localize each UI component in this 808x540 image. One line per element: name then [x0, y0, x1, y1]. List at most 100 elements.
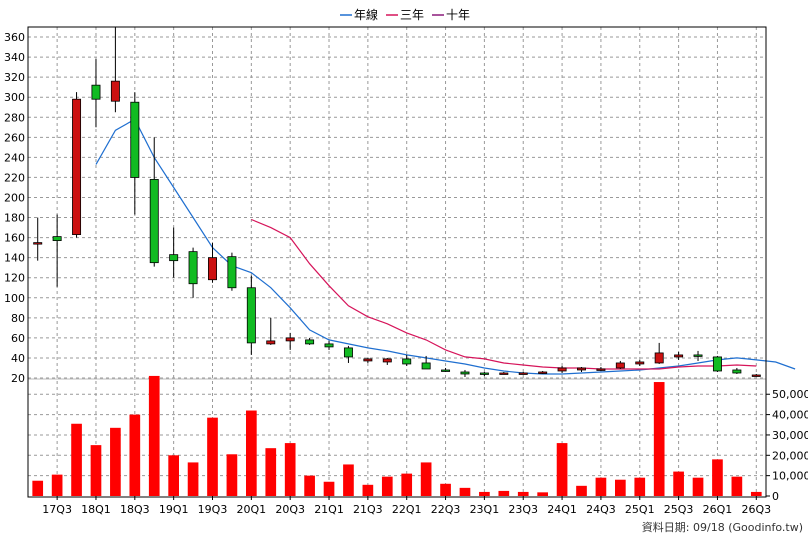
- volume-bar: [576, 485, 587, 496]
- volume-bar: [692, 477, 704, 496]
- legend-label-0: 年線: [354, 7, 378, 22]
- candle-body: [91, 84, 101, 100]
- volume-tick-label: 10,000: [772, 470, 808, 483]
- price-tick-label: 360: [4, 31, 25, 44]
- volume-bars: [32, 375, 762, 496]
- candle-body: [460, 371, 470, 375]
- candle-body: [52, 236, 62, 242]
- volume-bar: [265, 448, 277, 496]
- candle-body: [732, 369, 742, 374]
- candle-body: [421, 362, 431, 370]
- candle-body: [382, 358, 392, 363]
- x-tick-label: 22Q3: [431, 503, 461, 516]
- volume-bar: [440, 483, 451, 496]
- x-tick-label: 23Q1: [470, 503, 500, 516]
- price-tick-label: 100: [4, 292, 25, 305]
- price-tick-label: 260: [4, 131, 25, 144]
- price-tick-label: 160: [4, 232, 25, 245]
- price-tick-label: 240: [4, 151, 25, 164]
- volume-tick-label: 20,000: [772, 449, 808, 462]
- candle-body: [305, 339, 315, 345]
- legend: 年線 三年 十年: [340, 7, 470, 22]
- candle-body: [343, 347, 353, 358]
- x-axis: 17Q3 18Q1 18Q3 19Q1 19Q3 20Q1 20Q3 21Q1 21Q3 22Q1…: [42, 496, 771, 516]
- volume-bar: [71, 423, 82, 496]
- price-tick-label: 80: [11, 312, 25, 325]
- candle-body: [110, 80, 120, 102]
- candle-body: [635, 361, 645, 365]
- volume-tick-label: 30,000: [772, 429, 808, 442]
- volume-bar: [168, 455, 179, 496]
- volume-bar: [246, 410, 257, 496]
- volume-bar: [634, 477, 646, 496]
- volume-axis: 0 10,000 20,000 30,000 40,000 50,000: [766, 388, 808, 503]
- volume-tick-label: 40,000: [772, 409, 808, 422]
- price-tick-label: 40: [11, 352, 25, 365]
- volume-bar: [343, 464, 354, 496]
- price-tick-label: 180: [4, 212, 25, 225]
- volume-bar: [517, 491, 529, 496]
- volume-bar: [362, 484, 374, 496]
- candle-body: [402, 358, 412, 365]
- x-tick-label: 26Q1: [703, 503, 733, 516]
- x-tick-label: 25Q3: [664, 503, 694, 516]
- x-tick-label: 17Q3: [42, 503, 72, 516]
- candle-body: [441, 369, 451, 372]
- volume-bar: [51, 474, 63, 496]
- candle-body: [596, 368, 606, 371]
- price-tick-label: 60: [11, 332, 25, 345]
- price-tick-label: 20: [11, 372, 25, 385]
- candle-body: [363, 358, 373, 362]
- candle-body: [266, 340, 276, 345]
- x-tick-label: 22Q1: [392, 503, 422, 516]
- candle-body: [188, 251, 198, 285]
- candle-body: [208, 257, 217, 281]
- volume-bar: [284, 443, 296, 496]
- volume-bar: [207, 417, 218, 496]
- legend-label-1: 三年: [400, 8, 424, 22]
- x-tick-label: 19Q3: [198, 503, 228, 516]
- volume-bar: [420, 462, 432, 496]
- volume-bar: [304, 475, 315, 496]
- price-tick-label: 300: [4, 91, 25, 104]
- candle-body: [479, 372, 489, 375]
- volume-bar: [731, 476, 743, 496]
- volume-bar: [712, 459, 723, 496]
- candle-body: [538, 371, 548, 374]
- volume-bar: [129, 414, 141, 496]
- x-tick-label: 21Q3: [353, 503, 383, 516]
- x-tick-label: 25Q1: [625, 503, 655, 516]
- ma-line-三年: [251, 218, 757, 370]
- price-tick-label: 280: [4, 111, 25, 124]
- candle-body: [654, 352, 664, 364]
- candle-body: [674, 354, 684, 358]
- price-tick-label: 320: [4, 71, 25, 84]
- volume-bar: [401, 473, 413, 496]
- volume-bar: [110, 427, 121, 496]
- candle-body: [577, 367, 586, 371]
- candle-body: [285, 337, 295, 342]
- price-tick-label: 120: [4, 272, 25, 285]
- volume-bar: [673, 471, 684, 496]
- price-tick-label: 220: [4, 171, 25, 184]
- plot-frame: [27, 26, 767, 498]
- candle-body: [130, 101, 140, 178]
- volume-bar: [615, 479, 626, 496]
- candle-body: [149, 179, 159, 264]
- x-tick-label: 19Q1: [159, 503, 189, 516]
- candle-body: [169, 254, 179, 262]
- price-tick-label: 140: [4, 252, 25, 265]
- x-tick-label: 23Q3: [508, 503, 538, 516]
- footnote: 資料日期: 09/18 (Goodinfo.tw): [642, 520, 803, 534]
- volume-bar: [556, 443, 568, 496]
- x-tick-label: 18Q1: [81, 503, 111, 516]
- volume-bar: [653, 382, 665, 496]
- price-tick-label: 340: [4, 51, 25, 64]
- candle-body: [693, 354, 703, 357]
- candle-body: [227, 256, 237, 289]
- x-tick-label: 21Q1: [314, 503, 344, 516]
- candle-body: [72, 98, 82, 235]
- x-tick-label: 20Q3: [275, 503, 305, 516]
- candle-body: [518, 372, 528, 375]
